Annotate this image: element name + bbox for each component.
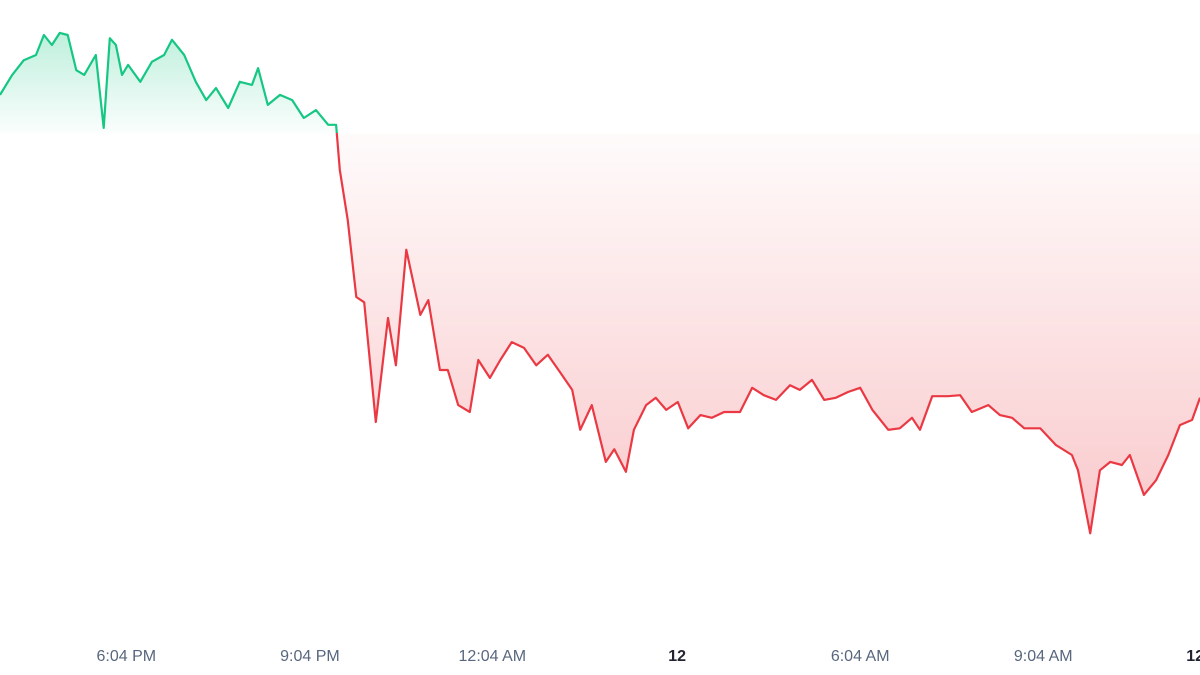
price-area: [0, 32, 1200, 534]
x-tick-label: 9:04 PM: [280, 648, 340, 665]
x-tick-label: 6:04 AM: [831, 648, 890, 665]
x-tick-label: 12:04 AM: [459, 648, 527, 665]
x-tick-label: 6:04 PM: [96, 648, 156, 665]
x-tick-label: 9:04 AM: [1014, 648, 1073, 665]
x-tick-label: 12: [668, 648, 686, 665]
x-tick-label: 12: [1186, 648, 1200, 665]
price-line: [0, 31, 1200, 535]
